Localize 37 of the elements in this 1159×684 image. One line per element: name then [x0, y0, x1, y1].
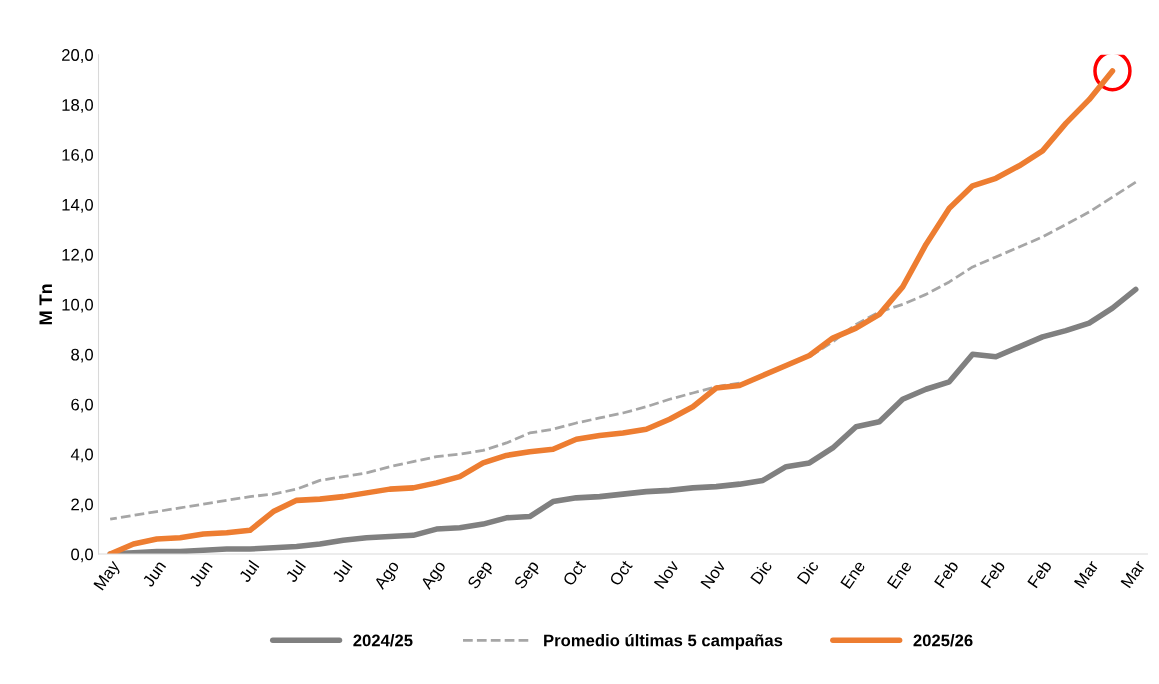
x-tick-label: Feb — [980, 559, 1006, 589]
x-tick-label: Oct — [608, 559, 633, 587]
y-tick-label: 6,0 — [71, 398, 93, 413]
x-tick-label: Jul — [331, 559, 353, 584]
y-tick-label: 4,0 — [70, 448, 93, 463]
x-tick-label: Feb — [933, 559, 959, 589]
x-tick-label: Ene — [886, 559, 913, 590]
x-tick-label: Sep — [466, 559, 496, 592]
x-tick-label: Jul — [284, 559, 307, 584]
x-tick-label: Nov — [700, 559, 727, 590]
x-tick-label: Ago — [420, 559, 449, 593]
legend-label: 2024/25 — [353, 634, 413, 647]
x-tick-label: Jun — [142, 560, 167, 588]
x-tick-label: Mar — [1073, 559, 1100, 589]
y-tick-label: 14,0 — [62, 198, 94, 213]
x-tick-label: Jun — [188, 560, 213, 588]
legend-label: Promedio últimas 5 campañas — [544, 633, 783, 650]
y-tick-label: 2,0 — [71, 498, 93, 513]
y-tick-label: 0,0 — [71, 548, 93, 563]
x-tick-label: Ene — [840, 559, 866, 590]
x-tick-label: Mar — [1120, 559, 1146, 589]
y-tick-label: 16,0 — [62, 148, 94, 163]
x-tick-label: Nov — [653, 559, 680, 590]
y-tick-label: 10,0 — [62, 298, 94, 313]
y-tick-label: 12,0 — [62, 248, 94, 263]
x-tick-label: Dic — [749, 559, 773, 585]
x-tick-label: Oct — [562, 559, 587, 587]
x-tick-label: Dic — [796, 559, 820, 585]
y-tick-label: 18,0 — [62, 99, 94, 113]
x-tick-label: Ago — [373, 559, 403, 593]
y-axis-title: M Tn — [39, 284, 52, 325]
y-tick-label: 8,0 — [71, 348, 93, 363]
x-tick-label: Feb — [1026, 559, 1053, 589]
legend-label: 2025/26 — [913, 634, 973, 647]
x-tick-label: Jul — [237, 559, 260, 584]
y-tick-label: 20,0 — [62, 49, 94, 63]
x-tick-label: Sep — [513, 559, 543, 592]
